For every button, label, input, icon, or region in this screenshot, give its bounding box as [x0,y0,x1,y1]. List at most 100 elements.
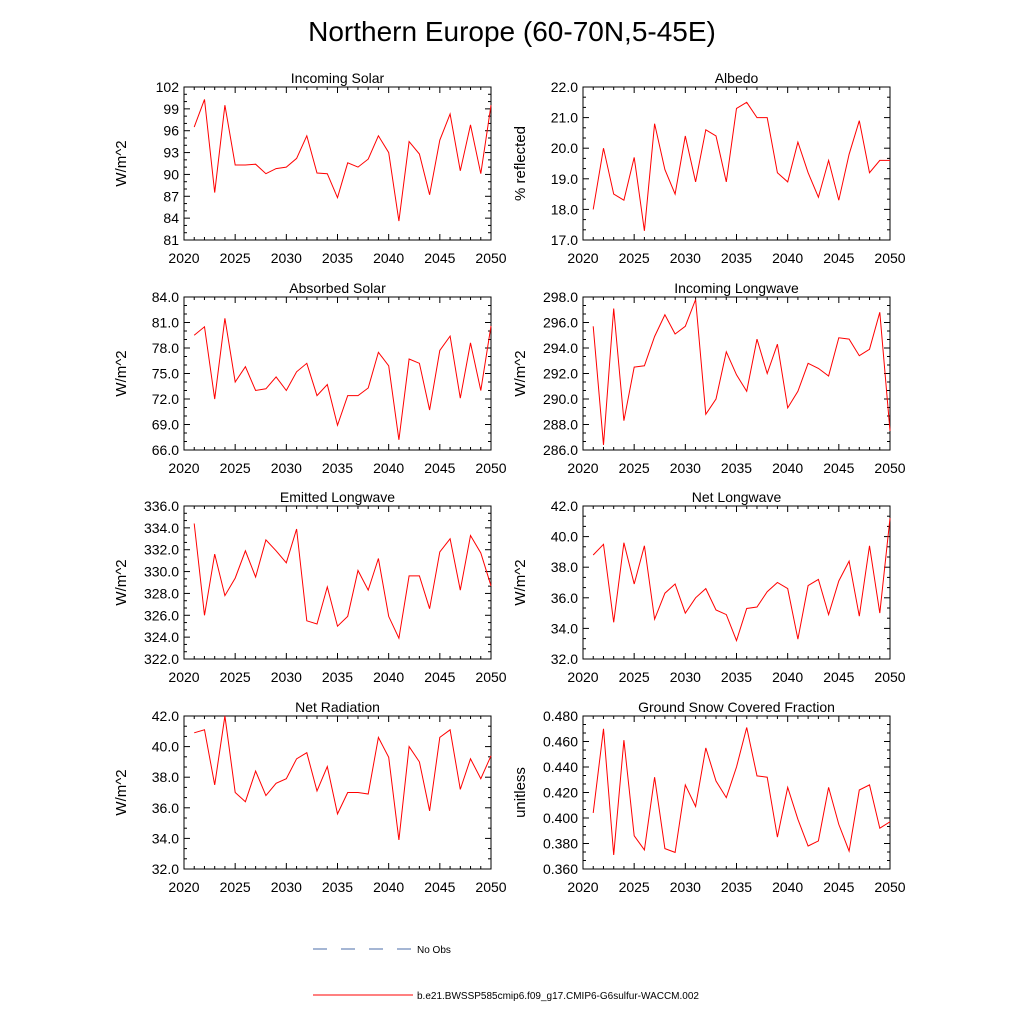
y-tick-label: 102 [156,79,180,95]
x-tick-label: 2020 [567,879,598,895]
y-axis-label: W/m^2 [113,769,130,815]
y-tick-label: 18.0 [551,201,578,217]
x-tick-label: 2025 [619,460,650,476]
main-title: Northern Europe (60-70N,5-45E) [308,16,716,47]
y-tick-label: 0.480 [543,708,578,724]
plot-frame [183,296,492,451]
y-tick-label: 336.0 [144,498,179,514]
y-tick-label: 296.0 [543,315,578,331]
x-tick-label: 2030 [670,669,701,685]
y-tick-label: 0.360 [543,861,578,877]
chart-panel: 2020 2025 2030 2035 2040 2045 2050 32.0 34.0 36.0… [512,489,906,685]
plot-frame [582,505,891,660]
x-tick-label: 2045 [823,460,854,476]
x-tick-label: 2040 [373,879,404,895]
series-line [592,518,891,643]
x-tick-label: 2050 [475,460,506,476]
x-tick-label: 2050 [475,250,506,266]
y-tick-label: 288.0 [543,417,578,433]
x-tick-label: 2045 [424,669,455,685]
legend-label-model: b.e21.BWSSP585cmip6.f09_g17.CMIP6-G6sulf… [417,991,699,1002]
series-line [592,101,890,231]
x-tick-label: 2050 [874,879,905,895]
panels: 2020 2025 2030 2035 2040 2045 2050 81 84 87 90 93 96… [113,70,906,895]
x-tick-label: 2035 [721,669,752,685]
y-axis-label: % reflected [512,126,529,201]
legend-label-no-obs: No Obs [417,945,451,956]
panel-title: Incoming Longwave [674,280,799,296]
x-tick-label: 2040 [772,250,803,266]
chart-panel: 2020 2025 2030 2035 2040 2045 2050 81 84 87 90 93 96… [113,70,507,266]
y-tick-label: 38.0 [551,559,578,575]
y-tick-label: 99 [163,101,179,117]
y-tick-label: 93 [163,145,179,161]
y-tick-label: 40.0 [551,529,578,545]
y-tick-label: 0.380 [543,836,578,852]
x-tick-label: 2040 [373,460,404,476]
x-tick-label: 2020 [168,669,199,685]
series-line [592,299,891,445]
y-tick-label: 42.0 [152,708,179,724]
x-tick-label: 2020 [567,669,598,685]
y-tick-label: 69.0 [152,417,179,433]
plot-frame [582,296,891,451]
y-tick-label: 75.0 [152,366,179,382]
series-line [193,523,492,640]
y-tick-label: 36.0 [152,800,179,816]
panel-title: Albedo [715,70,759,86]
x-tick-label: 2035 [322,250,353,266]
y-tick-label: 328.0 [144,585,179,601]
series-line [592,727,891,856]
x-tick-label: 2020 [168,879,199,895]
x-tick-label: 2020 [168,460,199,476]
y-tick-label: 334.0 [144,520,179,536]
x-tick-label: 2045 [424,460,455,476]
x-tick-label: 2030 [271,250,302,266]
y-tick-label: 292.0 [543,366,578,382]
y-tick-label: 22.0 [551,79,578,95]
y-axis-label: W/m^2 [512,559,529,605]
chart-panel: 2020 2025 2030 2035 2040 2045 2050 32.0 34.0 36.0… [113,699,507,895]
x-tick-label: 2035 [721,250,752,266]
chart-panel: 2020 2025 2030 2035 2040 2045 2050 17.0 18.0 19.0… [512,70,906,266]
panel-title: Absorbed Solar [289,280,386,296]
x-tick-label: 2035 [721,879,752,895]
x-tick-label: 2030 [670,879,701,895]
y-tick-label: 84 [163,210,179,226]
y-tick-label: 0.440 [543,759,578,775]
y-tick-label: 66.0 [152,442,179,458]
x-tick-label: 2020 [567,250,598,266]
x-tick-label: 2035 [322,460,353,476]
x-tick-label: 2050 [874,460,905,476]
x-tick-label: 2025 [220,250,251,266]
x-tick-label: 2030 [271,669,302,685]
y-tick-label: 42.0 [551,498,578,514]
y-tick-label: 330.0 [144,564,179,580]
y-tick-label: 21.0 [551,110,578,126]
x-tick-label: 2020 [168,250,199,266]
plot-frame [183,86,492,241]
y-tick-label: 32.0 [551,651,578,667]
y-tick-label: 38.0 [152,769,179,785]
panel-title: Emitted Longwave [280,489,395,505]
x-tick-label: 2030 [271,460,302,476]
y-tick-label: 19.0 [551,171,578,187]
y-tick-label: 84.0 [152,289,179,305]
y-tick-label: 96 [163,123,179,139]
x-tick-label: 2045 [823,250,854,266]
series-line [193,318,492,440]
panel-title: Ground Snow Covered Fraction [638,699,835,715]
x-tick-label: 2050 [475,669,506,685]
y-axis-label: unitless [512,767,529,818]
y-tick-label: 72.0 [152,391,179,407]
y-tick-label: 36.0 [551,590,578,606]
chart-panel: 2020 2025 2030 2035 2040 2045 2050 286.0 288.0 29… [512,280,906,476]
x-tick-label: 2025 [619,879,650,895]
x-tick-label: 2035 [322,669,353,685]
y-tick-label: 294.0 [543,340,578,356]
y-tick-label: 286.0 [543,442,578,458]
x-tick-label: 2045 [424,879,455,895]
x-tick-label: 2025 [220,460,251,476]
panel-title: Net Longwave [692,489,782,505]
